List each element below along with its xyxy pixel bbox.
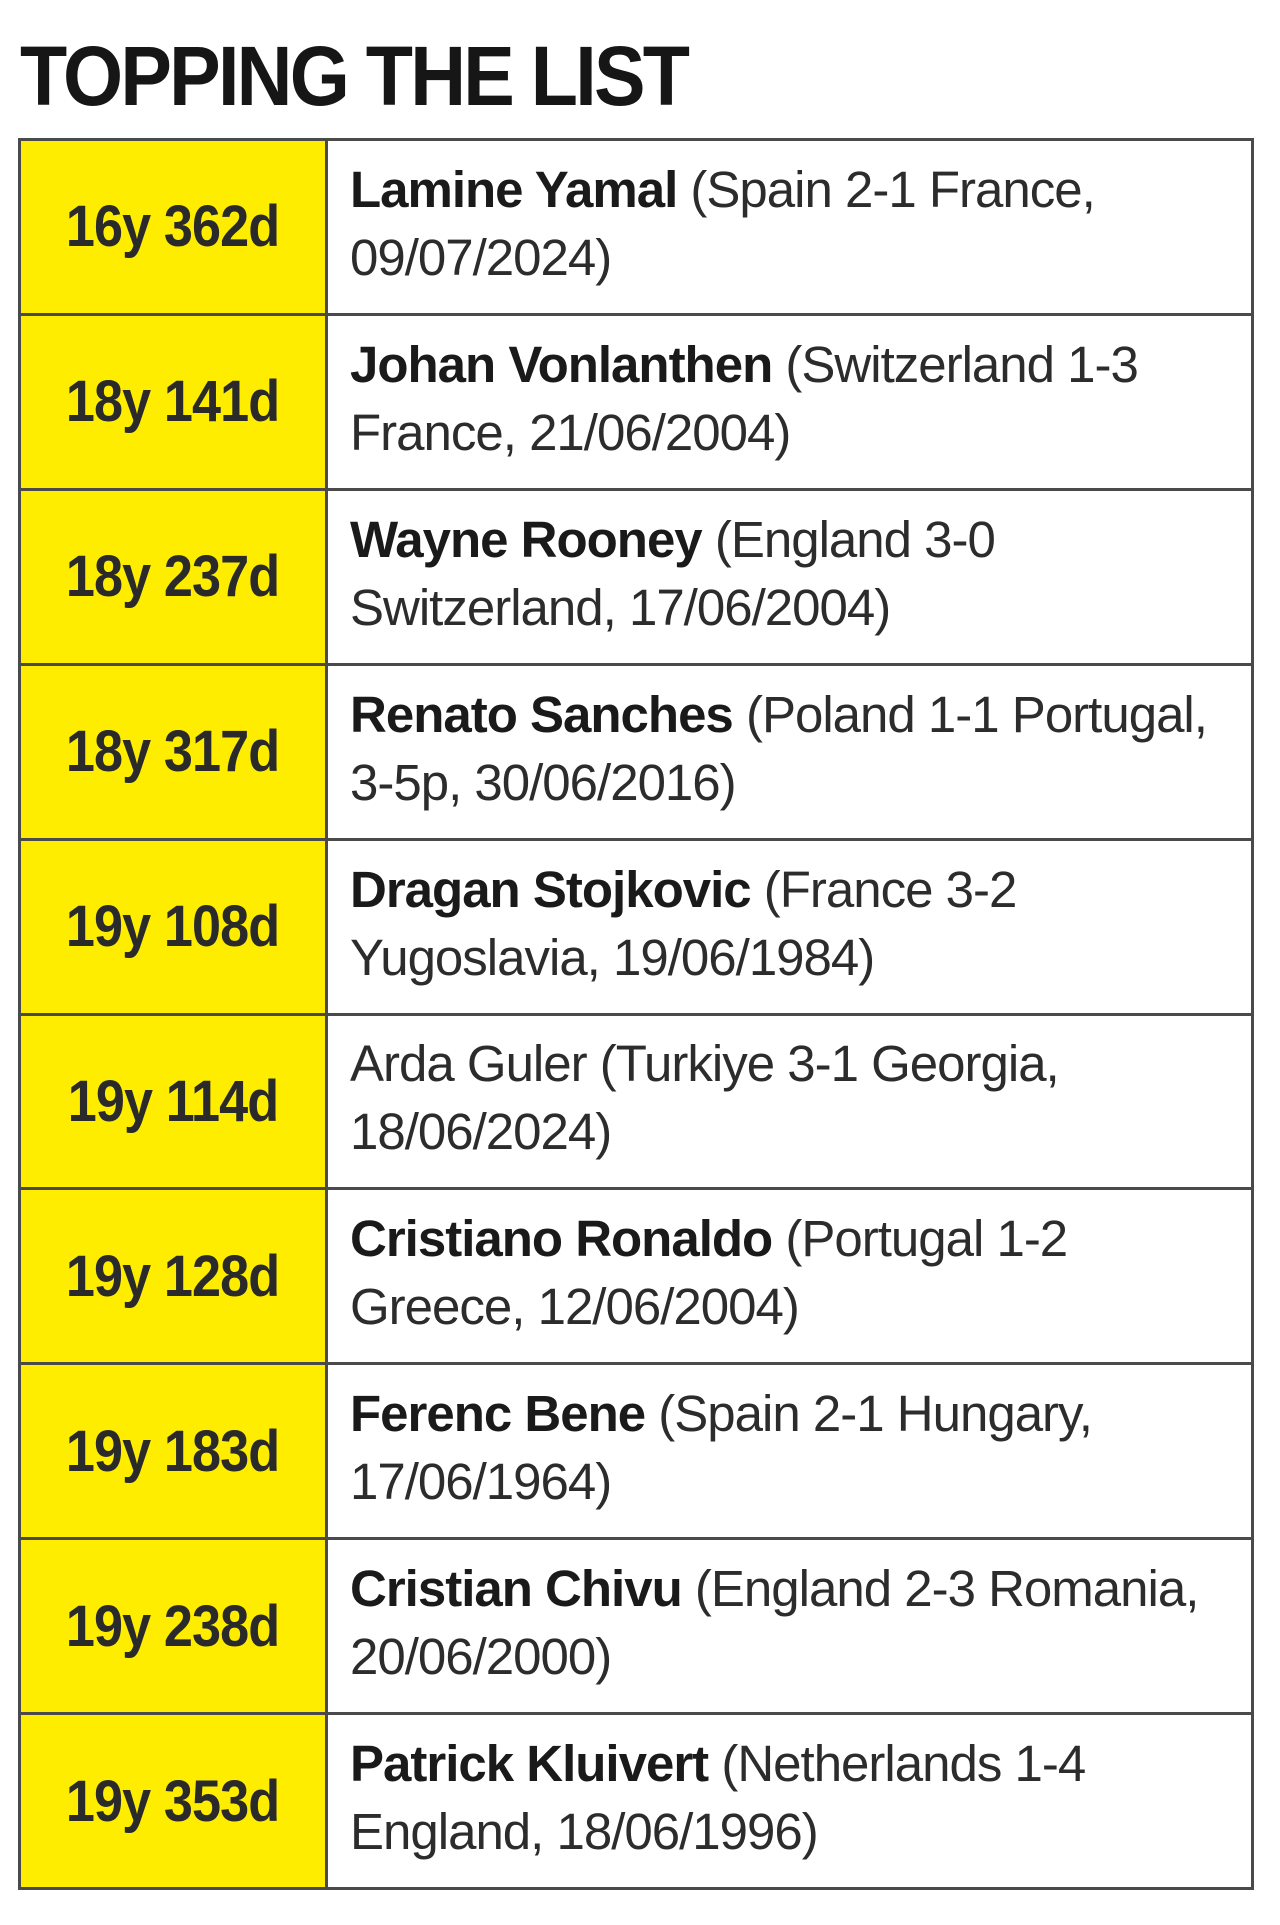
match-info: (Switzerland 1-3 France, 21/06/2004) [350,335,1139,461]
detail-cell: Renato Sanches (Poland 1-1 Portugal, 3-5… [328,666,1251,838]
match-info: (England 2-3 Romania, 20/06/2000) [350,1560,1199,1686]
table-row: 18y 237d Wayne Rooney (England 3-0 Switz… [21,490,1251,666]
age-cell: 19y 183d [21,1365,328,1538]
page-title: TOPPING THE LIST [20,29,690,123]
age-value: 19y 183d [66,1418,280,1484]
detail-cell: Johan Vonlanthen (Switzerland 1-3 France… [328,316,1251,488]
age-value: 18y 141d [66,369,280,435]
age-value: 19y 114d [67,1068,279,1134]
detail-text: Cristian Chivu (England 2-3 Romania, 20/… [350,1555,1231,1691]
player-name: Lamine Yamal [350,160,678,218]
records-table: 16y 362d Lamine Yamal (Spain 2-1 France,… [18,138,1254,1890]
detail-text: Ferenc Bene (Spain 2-1 Hungary, 17/06/19… [350,1380,1231,1516]
player-name: Johan Vonlanthen [350,335,773,393]
match-info: (England 3-0 Switzerland, 17/06/2004) [350,510,996,636]
match-info: (Netherlands 1-4 England, 18/06/1996) [350,1735,1086,1861]
age-cell: 16y 362d [21,141,328,313]
age-cell: 18y 237d [21,490,328,663]
detail-cell: Dragan Stojkovic (France 3-2 Yugoslavia,… [328,841,1251,1013]
match-info: (Turkiye 3-1 Georgia, 18/06/2024) [350,1035,1060,1161]
match-info: (Portugal 1-2 Greece, 12/06/2004) [350,1210,1068,1336]
detail-cell: Patrick Kluivert (Netherlands 1-4 Englan… [328,1715,1251,1887]
table-row: 19y 108d Dragan Stojkovic (France 3-2 Yu… [21,840,1251,1016]
age-value: 18y 317d [66,719,280,785]
age-cell: 19y 108d [21,840,328,1013]
age-value: 16y 362d [66,194,280,260]
detail-text: Wayne Rooney (England 3-0 Switzerland, 1… [350,506,1231,642]
player-name: Ferenc Bene [350,1385,646,1443]
match-info: (Poland 1-1 Portugal, 3-5p, 30/06/2016) [350,685,1208,811]
table-row: 19y 128d Cristiano Ronaldo (Portugal 1-2… [21,1190,1251,1366]
table-row: 19y 238d Cristian Chivu (England 2-3 Rom… [21,1540,1251,1716]
detail-text: Cristiano Ronaldo (Portugal 1-2 Greece, … [350,1205,1231,1341]
detail-text: Arda Guler (Turkiye 3-1 Georgia, 18/06/2… [350,1030,1231,1166]
player-name: Arda Guler [350,1035,588,1093]
match-info: (Spain 2-1 France, 09/07/2024) [350,160,1096,286]
age-cell: 18y 317d [21,665,328,838]
age-value: 18y 237d [66,544,280,610]
age-cell: 18y 141d [21,315,328,488]
age-value: 19y 128d [66,1243,280,1309]
player-name: Renato Sanches [350,685,734,743]
age-cell: 19y 353d [21,1715,328,1888]
detail-text: Lamine Yamal (Spain 2-1 France, 09/07/20… [350,156,1231,292]
player-name: Cristiano Ronaldo [350,1210,773,1268]
detail-cell: Cristian Chivu (England 2-3 Romania, 20/… [328,1540,1251,1712]
age-value: 19y 238d [66,1593,280,1659]
table-row: 19y 353d Patrick Kluivert (Netherlands 1… [21,1715,1251,1888]
detail-text: Renato Sanches (Poland 1-1 Portugal, 3-5… [350,681,1231,817]
table-row: 18y 141d Johan Vonlanthen (Switzerland 1… [21,315,1251,491]
detail-cell: Arda Guler (Turkiye 3-1 Georgia, 18/06/2… [328,1016,1251,1188]
player-name: Dragan Stojkovic [350,860,752,918]
table-row: 16y 362d Lamine Yamal (Spain 2-1 France,… [21,141,1251,316]
player-name: Wayne Rooney [350,510,703,568]
age-value: 19y 353d [66,1768,280,1834]
detail-cell: Ferenc Bene (Spain 2-1 Hungary, 17/06/19… [328,1365,1251,1537]
player-name: Patrick Kluivert [350,1735,709,1793]
detail-cell: Lamine Yamal (Spain 2-1 France, 09/07/20… [328,141,1251,313]
age-cell: 19y 238d [21,1540,328,1713]
detail-cell: Wayne Rooney (England 3-0 Switzerland, 1… [328,491,1251,663]
detail-text: Patrick Kluivert (Netherlands 1-4 Englan… [350,1730,1231,1866]
detail-cell: Cristiano Ronaldo (Portugal 1-2 Greece, … [328,1190,1251,1362]
age-value: 19y 108d [66,894,280,960]
table-row: 19y 183d Ferenc Bene (Spain 2-1 Hungary,… [21,1365,1251,1541]
age-cell: 19y 114d [21,1015,328,1188]
detail-text: Johan Vonlanthen (Switzerland 1-3 France… [350,331,1231,467]
match-info: (Spain 2-1 Hungary, 17/06/1964) [350,1385,1093,1511]
player-name: Cristian Chivu [350,1560,683,1618]
detail-text: Dragan Stojkovic (France 3-2 Yugoslavia,… [350,856,1231,992]
match-info: (France 3-2 Yugoslavia, 19/06/1984) [350,860,1017,986]
table-row: 19y 114d Arda Guler (Turkiye 3-1 Georgia… [21,1015,1251,1191]
age-cell: 19y 128d [21,1190,328,1363]
table-row: 18y 317d Renato Sanches (Poland 1-1 Port… [21,665,1251,841]
